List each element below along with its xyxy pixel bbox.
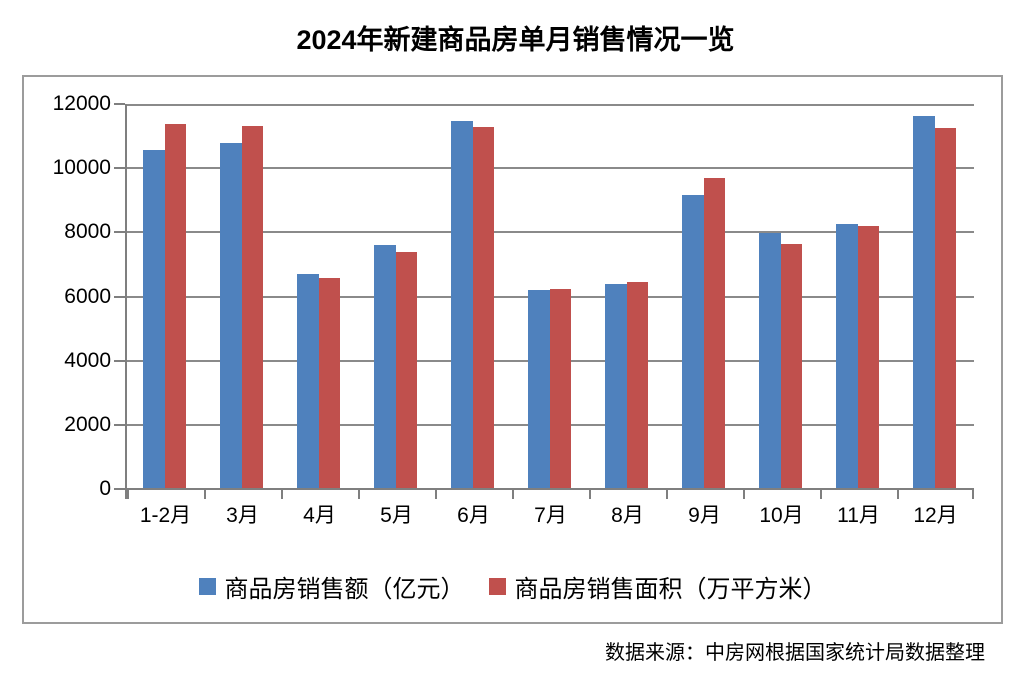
gridline — [127, 231, 974, 234]
x-axis-tick — [358, 489, 360, 499]
x-axis-label: 7月 — [534, 504, 567, 527]
bar-sales-area — [318, 277, 340, 489]
bar-sales-amount — [836, 223, 858, 489]
x-axis-label: 9月 — [688, 504, 721, 527]
bar-sales-area — [626, 281, 648, 489]
x-axis-tick — [743, 489, 745, 499]
bar-sales-area — [472, 127, 494, 489]
x-axis-label: 3月 — [226, 504, 259, 527]
x-axis-tick — [897, 489, 899, 499]
bar-sales-area — [395, 251, 417, 489]
legend-label-sales-amount: 商品房销售额（亿元） — [224, 575, 465, 603]
x-axis-line — [127, 488, 974, 490]
x-axis-label: 5月 — [380, 504, 413, 527]
x-axis-tick — [666, 489, 668, 499]
bar-sales-amount — [451, 121, 473, 489]
y-axis-label: 2000 — [64, 412, 111, 436]
bar-sales-area — [549, 289, 571, 489]
y-axis-tick — [114, 231, 125, 234]
legend-item-sales-area: 商品房销售面积（万平方米） — [488, 569, 827, 604]
legend-swatch-sales-amount-icon — [198, 578, 216, 595]
chart-frame: 0 2000 4000 6000 8000 10000 12000 1-2月 3月 4月 5月 6月 7… — [22, 75, 1003, 624]
x-axis-label: 6月 — [457, 504, 490, 527]
page-title: 2024年新建商品房单月销售情况一览 — [296, 25, 735, 55]
bar-sales-area — [164, 124, 186, 489]
y-axis-tick — [114, 167, 125, 170]
y-axis-line — [125, 104, 127, 499]
y-axis-label: 8000 — [64, 220, 111, 244]
y-axis-tick — [114, 488, 125, 490]
source-note: 数据来源：中房网根据国家统计局数据整理 — [605, 642, 985, 664]
bar-sales-amount — [682, 195, 704, 489]
bar-sales-amount — [759, 233, 781, 489]
x-axis-label: 8月 — [611, 504, 644, 527]
x-axis-tick — [820, 489, 822, 499]
x-axis-label: 11月 — [837, 504, 880, 527]
bar-sales-area — [241, 126, 263, 489]
bar-sales-amount — [913, 116, 935, 489]
x-axis-tick — [512, 489, 514, 499]
x-axis-tick — [972, 489, 974, 499]
y-axis-label: 12000 — [52, 92, 111, 115]
y-axis-label: 4000 — [64, 348, 111, 372]
bar-sales-area — [780, 243, 802, 489]
bar-sales-area — [934, 127, 956, 489]
plot-area: 0 2000 4000 6000 8000 10000 12000 1-2月 3月 4月 5月 6月 7… — [53, 92, 974, 527]
x-axis-label: 4月 — [303, 504, 336, 527]
x-axis-tick — [435, 489, 437, 499]
bar-sales-amount — [605, 283, 627, 489]
y-axis-label: 10000 — [52, 156, 111, 180]
legend-label-sales-area: 商品房销售面积（万平方米） — [514, 575, 827, 603]
x-axis-tick — [127, 489, 129, 499]
x-axis-label: 12月 — [913, 504, 958, 527]
bar-sales-amount — [143, 150, 165, 489]
bar-sales-amount — [297, 273, 319, 489]
y-axis-tick — [114, 103, 125, 105]
bar-sales-area — [857, 226, 879, 489]
y-axis-tick — [114, 359, 125, 362]
bar-sales-amount — [374, 245, 396, 489]
legend-swatch-sales-area-icon — [488, 578, 506, 595]
gridline — [127, 167, 974, 170]
bar-sales-amount — [528, 290, 550, 489]
x-axis-tick — [281, 489, 283, 499]
bar-sales-area — [703, 178, 725, 489]
y-axis-tick — [114, 423, 125, 426]
x-axis-tick — [589, 489, 591, 499]
legend: 商品房销售额（亿元） 商品房销售面积（万平方米） — [24, 569, 1001, 604]
x-axis-label: 1-2月 — [139, 504, 192, 527]
x-axis-label: 10月 — [759, 504, 804, 527]
y-axis-label: 6000 — [64, 284, 111, 308]
legend-item-sales-amount: 商品房销售额（亿元） — [198, 569, 465, 604]
gridline — [127, 104, 974, 106]
y-axis-tick — [114, 295, 125, 298]
bar-sales-amount — [220, 142, 242, 489]
y-axis-label: 0 — [99, 477, 111, 500]
x-axis-tick — [204, 489, 206, 499]
